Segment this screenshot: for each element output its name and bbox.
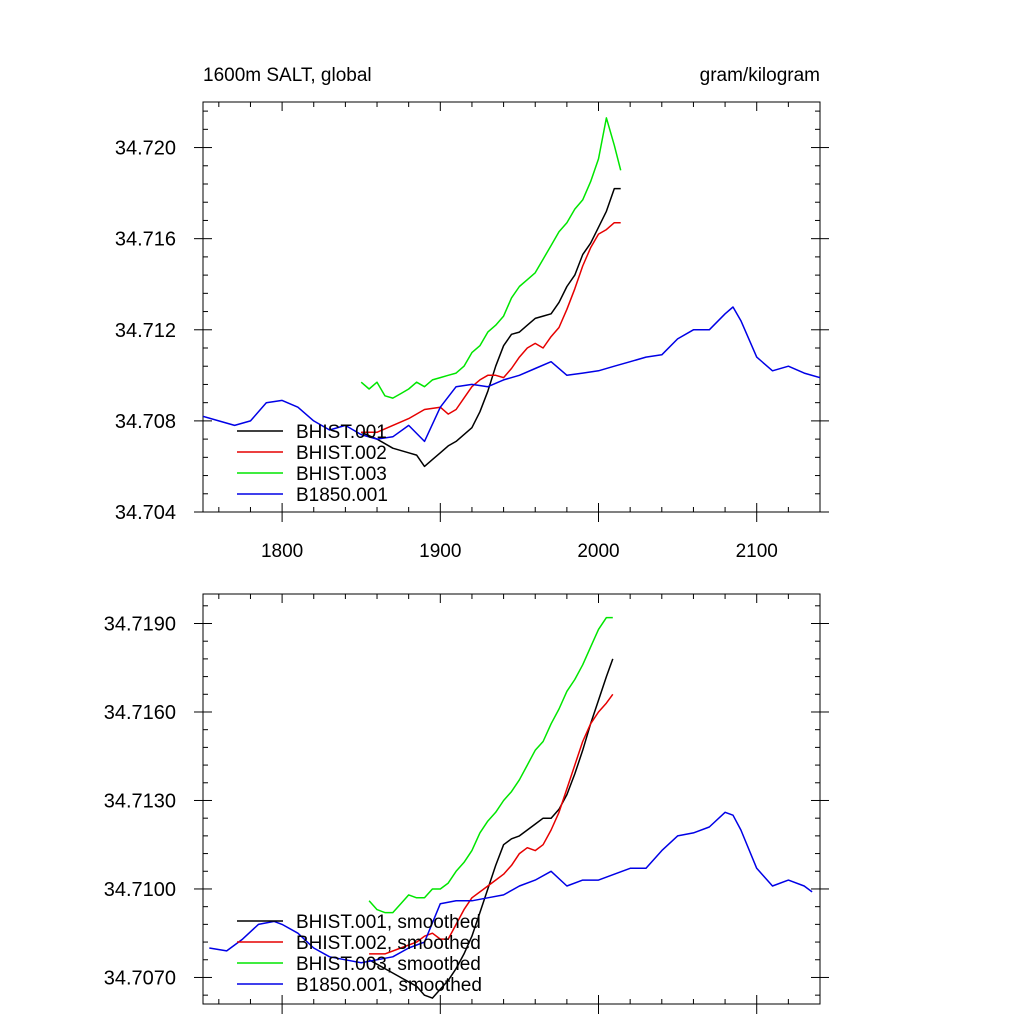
legend-label: BHIST.001 [296, 422, 387, 443]
x-tick-label: 2100 [736, 541, 778, 562]
legend-label: BHIST.002, smoothed [296, 933, 481, 954]
x-tick-label: 1800 [261, 541, 303, 562]
x-tick-label: 2000 [577, 541, 619, 562]
legend-label: BHIST.003 [296, 464, 387, 485]
legend-label: B1850.001, smoothed [296, 975, 482, 996]
y-tick-label: 34.716 [115, 229, 176, 251]
series-line-bhist-002 [369, 693, 614, 955]
y-tick-label: 34.7070 [104, 967, 176, 989]
plot-frame [202, 593, 821, 1005]
series-line-bhist-001 [360, 187, 621, 468]
series-line-bhist-003 [368, 616, 613, 914]
y-tick-label: 34.720 [115, 138, 176, 160]
series-line-b1850-001 [209, 811, 813, 964]
y-tick-label: 34.704 [115, 502, 176, 524]
series-group [209, 616, 813, 999]
legend-label: BHIST.003, smoothed [296, 954, 481, 975]
top-panel: 1800 1900 2000 2100 34.704 34.708 34.712 34.716… [115, 101, 829, 562]
series-group [203, 117, 820, 468]
legend-label: B1850.001 [296, 485, 388, 506]
legend-label: BHIST.002 [296, 443, 387, 464]
y-tick-label: 34.708 [115, 411, 176, 433]
panel-title-right: gram/kilogram [700, 65, 820, 86]
panel-title-left: 1600m SALT, global [203, 65, 372, 86]
plot-frame [202, 101, 821, 513]
y-tick-label: 34.7130 [104, 790, 176, 812]
x-tick-label: 1900 [419, 541, 461, 562]
y-tick-label: 34.7100 [104, 879, 176, 901]
y-tick-label: 34.7190 [104, 613, 176, 635]
series-line-b1850-001 [203, 306, 820, 443]
legend-label: BHIST.001, smoothed [296, 912, 481, 933]
series-line-bhist-003 [360, 117, 622, 399]
y-tick-label: 34.712 [115, 320, 176, 342]
bottom-panel: 34.7070 34.7100 34.7130 34.7160 34.7190 BHIST… [104, 593, 829, 1014]
series-line-bhist-001 [368, 658, 614, 999]
series-line-bhist-002 [361, 221, 621, 434]
y-tick-label: 34.7160 [104, 702, 176, 724]
